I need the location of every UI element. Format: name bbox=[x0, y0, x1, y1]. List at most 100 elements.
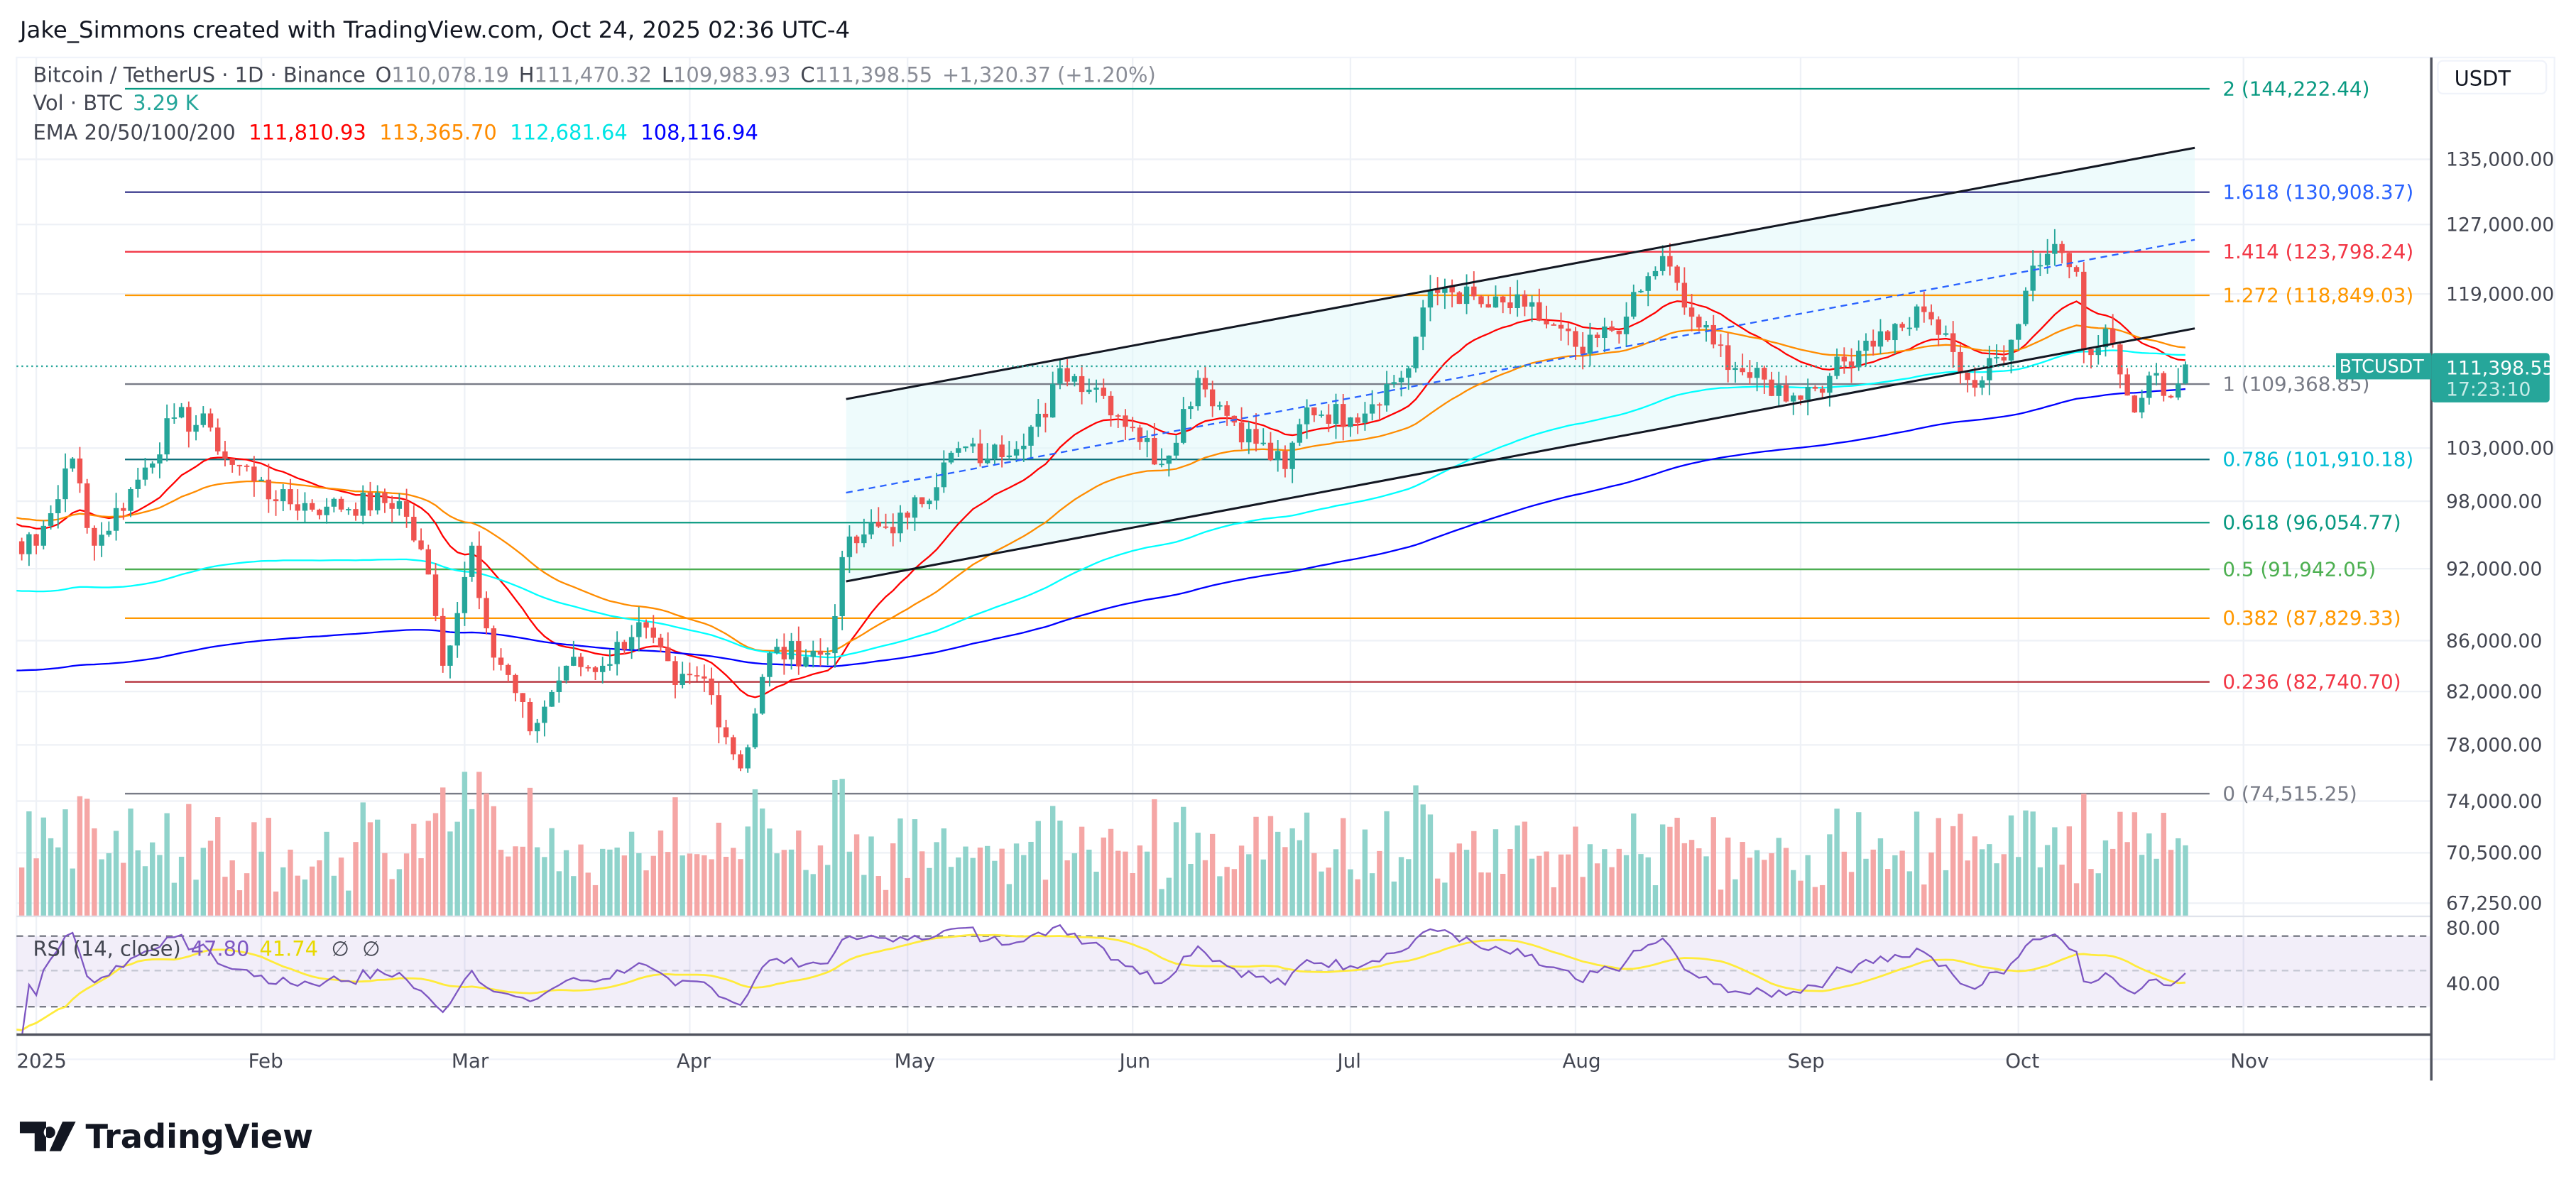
candle-body bbox=[2052, 243, 2058, 254]
volume-bar bbox=[1884, 869, 1891, 916]
candle-body bbox=[207, 413, 214, 428]
candle-body bbox=[1485, 304, 1491, 308]
candle-body bbox=[1369, 404, 1375, 414]
volume-bar bbox=[258, 851, 264, 916]
y-tick-label: 92,000.00 bbox=[2446, 558, 2542, 580]
candle-body bbox=[236, 464, 243, 466]
volume-bar bbox=[1688, 840, 1695, 916]
volume-bar bbox=[149, 842, 155, 916]
candle-body bbox=[1478, 296, 1484, 305]
candle-body bbox=[1877, 331, 1884, 347]
candle-body bbox=[2095, 347, 2101, 356]
x-tick-label: Jun bbox=[1118, 1049, 1150, 1073]
volume-bar bbox=[672, 797, 678, 916]
volume-bar bbox=[963, 846, 968, 916]
candle-body bbox=[1202, 378, 1208, 390]
candle-body bbox=[273, 499, 279, 502]
candle-body bbox=[1652, 270, 1659, 277]
volume-bar bbox=[1827, 834, 1833, 916]
volume-bar bbox=[440, 787, 446, 916]
volume-bar bbox=[1928, 852, 1934, 916]
tradingview-logo-text: TradingView bbox=[85, 1117, 313, 1156]
volume-bar bbox=[1594, 863, 1600, 916]
volume-bar bbox=[99, 859, 104, 916]
candle-body bbox=[1086, 389, 1092, 393]
high-value: 111,470.32 bbox=[535, 63, 653, 87]
volume-bar bbox=[1152, 799, 1157, 916]
volume-bar bbox=[2139, 855, 2145, 916]
volume-bar bbox=[2168, 850, 2174, 916]
candle-body bbox=[824, 653, 831, 655]
candle-body bbox=[650, 628, 656, 638]
candle-body bbox=[520, 693, 525, 702]
candle-body bbox=[1115, 415, 1121, 417]
candle-body bbox=[164, 418, 170, 455]
channel-upper-line[interactable] bbox=[846, 146, 2195, 400]
candle-body bbox=[55, 499, 61, 513]
volume-bar bbox=[1434, 878, 1441, 916]
ema200-line bbox=[16, 388, 2185, 672]
y-tick-label: 70,500.00 bbox=[2446, 843, 2542, 865]
volume-bar bbox=[643, 870, 649, 916]
candle-body bbox=[890, 527, 896, 534]
rsi-empty-2: ∅ bbox=[362, 936, 380, 960]
volume-bar bbox=[113, 831, 119, 916]
volume-bar bbox=[2037, 867, 2043, 916]
price-axis[interactable]: 135,000.00 127,000.00 119,000.00 103,000.00… bbox=[2446, 149, 2554, 995]
volume-bar bbox=[1333, 849, 1339, 916]
candle-body bbox=[40, 525, 47, 546]
volume-bar bbox=[1587, 844, 1593, 916]
volume-bar bbox=[1463, 850, 1470, 916]
channel-mid-line[interactable] bbox=[846, 239, 2195, 494]
volume-bar bbox=[432, 813, 439, 916]
candle-body bbox=[803, 657, 809, 667]
volume-bar bbox=[1253, 816, 1259, 916]
volume-bar bbox=[1631, 813, 1637, 916]
y-tick-label: 86,000.00 bbox=[2446, 630, 2542, 652]
volume-bar bbox=[367, 822, 373, 916]
credit-text: Jake_Simmons created with TradingView.co… bbox=[18, 16, 850, 43]
volume-bar bbox=[1769, 853, 1774, 916]
candle-body bbox=[1594, 334, 1600, 339]
candle-body bbox=[1551, 324, 1556, 326]
candle-body bbox=[1341, 404, 1346, 427]
time-axis[interactable]: 2025 Feb Mar Apr May Jun Jul Aug Sep Oct Nov bbox=[16, 1049, 2269, 1073]
volume-bar bbox=[1725, 837, 1731, 916]
volume-bar bbox=[2030, 811, 2036, 916]
channel-lower-line[interactable] bbox=[846, 327, 2195, 583]
candles bbox=[18, 229, 2188, 773]
fib-label: 0.618 (96,054.77) bbox=[2222, 510, 2401, 534]
volume-bar bbox=[1950, 826, 1956, 916]
channel-fill bbox=[846, 148, 2195, 581]
tradingview-logo[interactable]: TradingView bbox=[19, 1117, 313, 1156]
volume-bar bbox=[1420, 804, 1426, 916]
candle-body bbox=[1769, 379, 1774, 396]
volume-bar bbox=[1652, 885, 1659, 916]
currency-button[interactable] bbox=[2437, 60, 2548, 95]
candle-body bbox=[346, 509, 351, 510]
volume-bar bbox=[1609, 867, 1615, 916]
rsi-tick-label: 80.00 bbox=[2446, 917, 2500, 939]
candle-body bbox=[984, 458, 990, 464]
candle-body bbox=[1710, 324, 1716, 345]
candle-body bbox=[868, 521, 874, 535]
candle-body bbox=[1137, 427, 1143, 442]
candle-body bbox=[62, 468, 68, 500]
candle-body bbox=[2132, 395, 2138, 413]
volume-bar bbox=[236, 890, 243, 916]
volume-bar bbox=[1798, 880, 1803, 916]
volume-bar bbox=[1906, 871, 1913, 916]
volume-bar bbox=[1710, 817, 1716, 916]
candle-body bbox=[1093, 388, 1099, 390]
low-value: 109,983.93 bbox=[673, 63, 791, 87]
candle-body bbox=[324, 506, 329, 515]
candle-body bbox=[142, 467, 148, 480]
volume-bar bbox=[1326, 867, 1331, 916]
candle-body bbox=[1747, 372, 1753, 378]
volume-bar bbox=[1267, 816, 1274, 916]
candle-body bbox=[1152, 437, 1157, 465]
volume-bar bbox=[1623, 855, 1630, 916]
volume-bar bbox=[890, 843, 896, 916]
candle-body bbox=[1079, 376, 1085, 393]
